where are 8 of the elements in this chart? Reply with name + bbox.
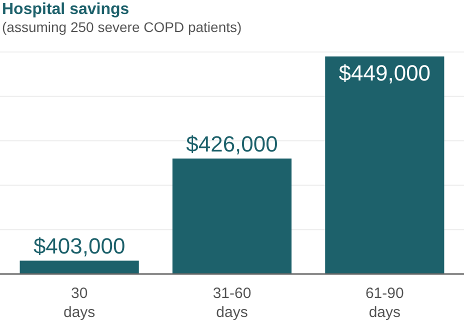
data-label: $403,000 [33,234,126,259]
x-tick-label: 61-90 days [365,285,404,320]
data-label: $449,000 [338,60,431,86]
x-tick-label: 30 days [63,285,96,320]
x-tick-label: 31-60 days [212,285,252,320]
data-label: $426,000 [186,132,278,157]
chart-title: Hospital savings [2,1,130,18]
chart-subtitle: (assuming 250 severe COPD patients) [2,19,242,35]
